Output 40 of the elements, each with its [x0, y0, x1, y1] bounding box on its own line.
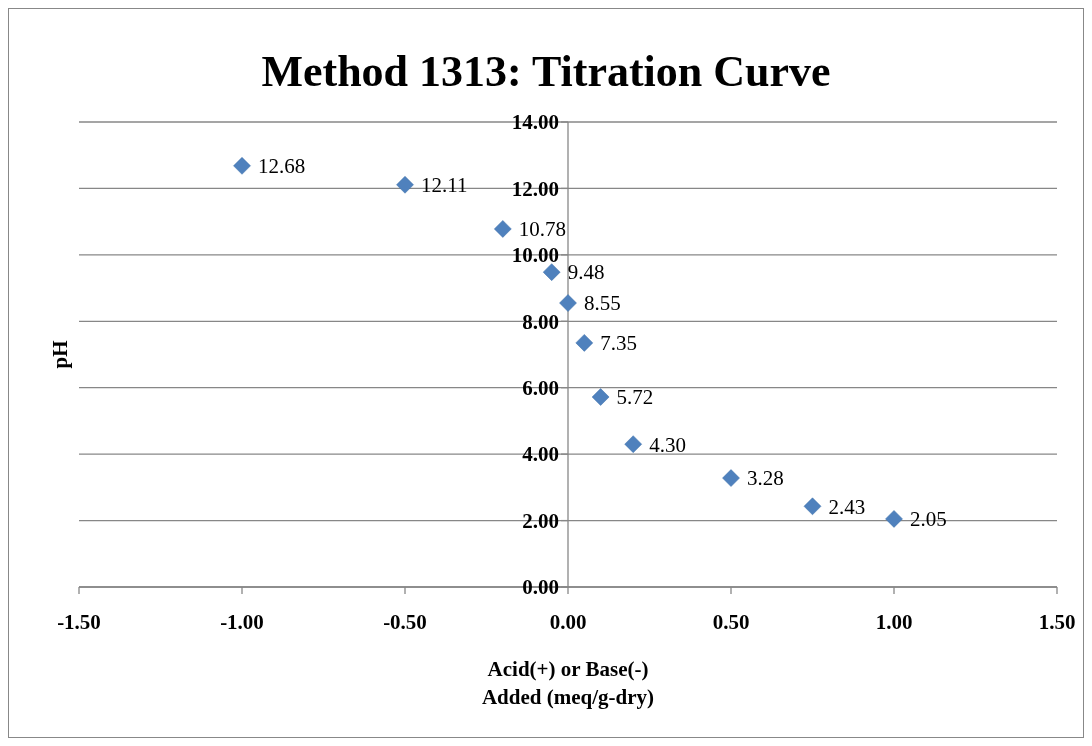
data-label: 3.28	[747, 466, 784, 491]
x-tick-label: 1.50	[1038, 610, 1076, 634]
y-tick-label: 6.00	[522, 376, 559, 401]
point	[559, 294, 577, 312]
point	[494, 220, 512, 238]
x-tick-label: 0.50	[712, 610, 750, 634]
y-tick-label: 14.00	[511, 110, 559, 135]
point	[803, 497, 822, 516]
point	[233, 157, 251, 175]
x-tick-label: -1.50	[57, 610, 101, 634]
data-label: 2.43	[828, 494, 866, 519]
point	[396, 176, 414, 194]
x-tick-label: -1.00	[220, 610, 264, 634]
point	[575, 334, 594, 352]
data-label: 8.55	[584, 291, 621, 316]
x-axis-title: Acid(+) or Base(-) Added (meq/g-dry)	[481, 657, 655, 709]
x-tick-label: 0.00	[549, 610, 587, 634]
y-axis-title: pH	[48, 340, 72, 369]
point	[542, 263, 561, 281]
x-tick-label: -0.50	[383, 610, 427, 634]
data-label: 4.30	[649, 432, 686, 457]
data-label: 5.72	[616, 385, 654, 410]
data-label: 12.11	[421, 173, 468, 198]
y-tick-label: 0.00	[522, 575, 559, 600]
data-label: 12.68	[258, 154, 306, 179]
data-label: 10.78	[518, 217, 567, 242]
point	[591, 388, 610, 406]
point	[624, 435, 642, 453]
point	[722, 469, 740, 487]
data-label: 9.48	[567, 260, 605, 285]
y-tick-label: 8.00	[522, 309, 559, 334]
point	[885, 510, 903, 528]
y-tick-label: 10.00	[511, 243, 559, 268]
data-label: 2.05	[910, 507, 947, 532]
chart-title: Method 1313: Titration Curve	[261, 47, 831, 96]
y-tick-label: 12.00	[511, 176, 559, 201]
y-tick-label: 4.00	[522, 442, 559, 467]
x-tick-label: 1.00	[875, 610, 913, 634]
data-label: 7.35	[600, 331, 638, 356]
y-tick-label: 2.00	[522, 508, 559, 533]
